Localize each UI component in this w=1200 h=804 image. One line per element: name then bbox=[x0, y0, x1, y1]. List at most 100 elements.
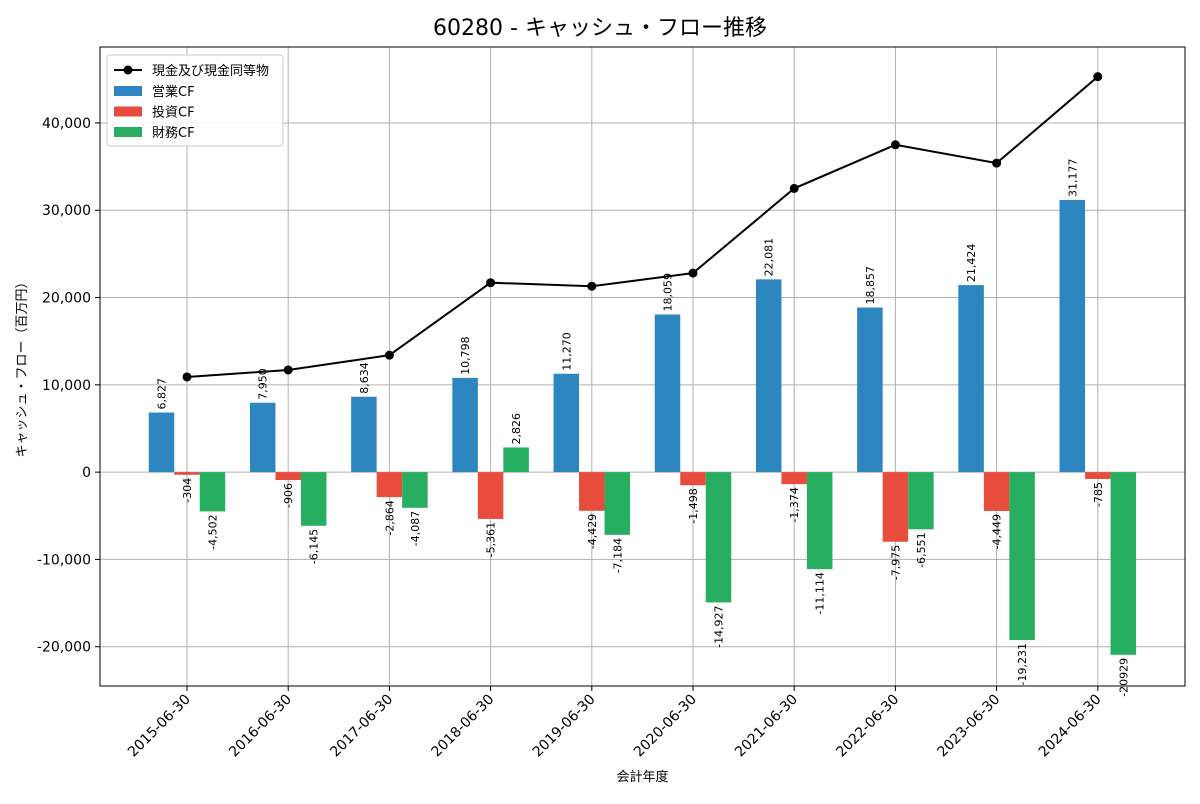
bar-label: 10,798 bbox=[459, 336, 472, 375]
legend-label: 現金及び現金同等物 bbox=[152, 63, 269, 79]
y-tick-label: 20,000 bbox=[42, 291, 91, 307]
bar-label: -785 bbox=[1092, 482, 1105, 507]
bar-label: -4,449 bbox=[991, 514, 1004, 549]
bar-label: -6,551 bbox=[915, 532, 928, 567]
y-tick-label: 10,000 bbox=[42, 378, 91, 394]
bar bbox=[503, 447, 529, 473]
x-tick-label: 2015-06-30 bbox=[125, 692, 194, 761]
legend-swatch bbox=[114, 106, 142, 117]
bar-label: -20929 bbox=[1117, 658, 1130, 697]
bar bbox=[1009, 472, 1035, 641]
bar-label: 7,950 bbox=[257, 368, 270, 400]
bar-label: -5,361 bbox=[485, 522, 498, 557]
legend-box bbox=[106, 54, 284, 147]
x-tick-label: 2022-06-30 bbox=[833, 692, 902, 761]
cash-point bbox=[789, 183, 799, 193]
bar bbox=[275, 472, 301, 481]
cash-point bbox=[890, 140, 900, 150]
bar-label: 18,857 bbox=[864, 266, 877, 305]
cash-point bbox=[384, 350, 394, 360]
bar bbox=[249, 402, 276, 473]
bar bbox=[199, 472, 226, 512]
bar bbox=[300, 472, 327, 526]
bar-label: -304 bbox=[181, 478, 194, 503]
bar bbox=[604, 472, 631, 535]
x-tick-label: 2019-06-30 bbox=[530, 692, 599, 761]
bar-label: 6,827 bbox=[156, 378, 169, 410]
bar bbox=[452, 377, 478, 473]
cash-point bbox=[992, 158, 1002, 168]
legend-label: 財務CF bbox=[152, 126, 195, 141]
bar bbox=[882, 472, 909, 542]
cash-point bbox=[486, 278, 496, 288]
bar bbox=[402, 472, 428, 508]
bar-label: -4,087 bbox=[409, 511, 422, 546]
legend-label: 投資CF bbox=[152, 105, 195, 121]
bar bbox=[781, 472, 807, 485]
x-tick-label: 2020-06-30 bbox=[631, 692, 700, 761]
bar bbox=[654, 314, 681, 473]
bar bbox=[958, 285, 984, 473]
bar-label: 31,177 bbox=[1066, 158, 1079, 197]
cash-point bbox=[182, 372, 192, 382]
bar-label: -19,231 bbox=[1016, 643, 1029, 685]
cash-line bbox=[186, 75, 1099, 378]
legend-line-marker bbox=[123, 65, 133, 75]
bar-label: -4,429 bbox=[586, 514, 599, 549]
cash-point bbox=[587, 281, 597, 291]
bar bbox=[1059, 199, 1086, 473]
cash-point bbox=[283, 365, 293, 375]
bar bbox=[755, 279, 782, 473]
bar-label: -4,502 bbox=[207, 514, 220, 549]
cash-point bbox=[688, 268, 698, 278]
x-tick-label: 2017-06-30 bbox=[327, 692, 396, 761]
bar-label: 2,826 bbox=[510, 413, 523, 445]
chart-title: 60280 - キャッシュ・フロー推移 bbox=[433, 16, 767, 41]
bar bbox=[857, 307, 883, 473]
bar bbox=[553, 373, 580, 473]
bar bbox=[908, 472, 934, 530]
bar-label: 22,081 bbox=[763, 238, 776, 277]
bar-label: -6,145 bbox=[308, 529, 321, 564]
bar-label: -11,114 bbox=[814, 572, 827, 614]
x-axis-title: 会計年度 bbox=[616, 769, 668, 785]
bar bbox=[579, 472, 605, 511]
bar bbox=[1110, 472, 1137, 655]
y-tick-label: -20,000 bbox=[37, 640, 91, 656]
x-tick-label: 2021-06-30 bbox=[732, 692, 801, 761]
x-tick-label: 2018-06-30 bbox=[429, 692, 498, 761]
bar bbox=[351, 396, 377, 473]
bar-label: -2,864 bbox=[383, 500, 396, 535]
bar-label: 11,270 bbox=[560, 332, 573, 371]
legend-swatch bbox=[114, 127, 142, 137]
bar-label: -906 bbox=[282, 483, 295, 508]
bar-label: 21,424 bbox=[965, 244, 978, 283]
bar-label: -1,374 bbox=[788, 487, 801, 522]
y-axis-title: キャッシュ・フロー（百万円） bbox=[15, 275, 30, 457]
cash-point bbox=[1093, 72, 1103, 82]
bar bbox=[680, 472, 706, 486]
x-tick-label: 2016-06-30 bbox=[226, 692, 295, 761]
x-tick-label: 2024-06-30 bbox=[1036, 692, 1105, 761]
y-tick-label: 0 bbox=[82, 465, 91, 481]
bar-label: 18,059 bbox=[662, 273, 675, 312]
bar bbox=[477, 472, 504, 519]
bar bbox=[705, 472, 732, 603]
bar-label: -1,498 bbox=[687, 488, 700, 523]
bar bbox=[376, 472, 403, 498]
bar bbox=[148, 412, 175, 473]
plot-frame bbox=[99, 46, 1186, 687]
legend-swatch bbox=[114, 86, 142, 96]
bar-label: -14,927 bbox=[713, 605, 726, 647]
bar bbox=[983, 472, 1010, 511]
bar-label: -7,975 bbox=[889, 545, 902, 580]
bar bbox=[174, 472, 200, 475]
bar-labels-layer: 6,827 7,950 8,634 10,798 11,270 18,059 22,081 1… bbox=[156, 158, 1131, 696]
bar bbox=[1085, 472, 1111, 479]
x-tick-label: 2023-06-30 bbox=[935, 692, 1004, 761]
bar-label: 8,634 bbox=[358, 362, 371, 394]
bar bbox=[806, 472, 833, 570]
